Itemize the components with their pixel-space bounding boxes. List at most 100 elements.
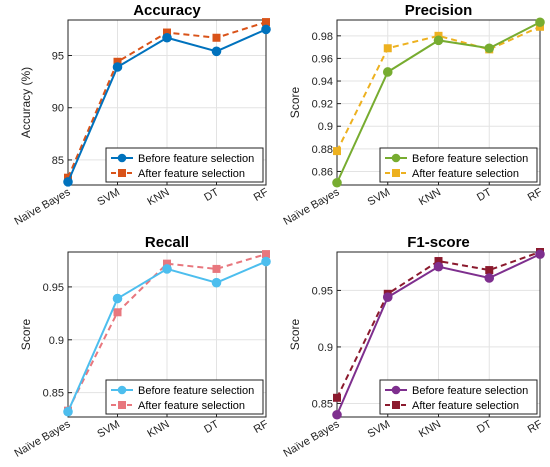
y-tick-label: 0.92 (312, 99, 333, 111)
data-point (163, 259, 171, 268)
y-tick-label: 0.9 (49, 335, 64, 347)
data-point (332, 177, 342, 188)
legend: Before feature selection After feature se… (105, 147, 264, 183)
y-tick-label: 0.86 (312, 166, 333, 178)
legend-swatch-marker (391, 153, 401, 163)
x-tick-label: DT (475, 418, 494, 436)
legend: Before feature selection After feature se… (379, 379, 538, 415)
legend-swatch-marker (118, 169, 126, 177)
data-point (484, 43, 495, 54)
x-tick-label: KNN (145, 186, 171, 208)
y-axis-label: Score (288, 319, 302, 351)
data-point (383, 44, 392, 53)
y-tick-label: 0.96 (312, 53, 333, 65)
y-tick-label: 0.9 (318, 342, 333, 354)
legend-swatch-marker (117, 153, 127, 163)
data-point (112, 293, 123, 304)
x-tick-label: SVM (95, 418, 122, 440)
data-point (333, 147, 341, 156)
y-tick-label: 95 (52, 51, 64, 63)
y-tick-label: 0.95 (312, 285, 333, 297)
x-tick-label: RF (252, 186, 271, 204)
data-point (211, 277, 222, 288)
data-point (535, 249, 545, 260)
chart-panel-2: 0.86 0.88 0.9 0.92 0.94 0.96 0.98 Naïve Bayes SV… (281, 2, 545, 228)
x-tick-label: Naïve Bayes (12, 418, 72, 460)
legend-label: After feature selection (412, 168, 519, 180)
data-point (162, 32, 172, 43)
x-tick-label: Naïve Bayes (281, 186, 341, 228)
data-point (163, 28, 171, 37)
x-tick-label: DT (202, 418, 221, 436)
y-tick-label: 0.88 (312, 144, 333, 156)
data-point (433, 35, 444, 46)
legend: Before feature selection After feature se… (105, 379, 264, 415)
legend-swatch-marker (391, 385, 401, 395)
legend-label: Before feature selection (138, 385, 254, 397)
legend-box (379, 147, 538, 183)
chart-title: Recall (145, 234, 189, 251)
legend-label: Before feature selection (412, 385, 528, 397)
x-tick-label: Naïve Bayes (281, 418, 341, 460)
x-tick-label: SVM (366, 418, 393, 440)
legend-swatch-marker (392, 401, 400, 409)
y-tick-label: 0.9 (318, 121, 333, 133)
chart-title: Accuracy (133, 2, 201, 19)
legend-box (105, 147, 264, 183)
chart-panel-4: 0.85 0.9 0.95 Naïve Bayes SVM KNN DT RF F1-score… (281, 234, 545, 460)
y-axis-label: Accuracy (%) (19, 67, 33, 138)
x-tick-label: RF (252, 418, 271, 436)
legend-label: After feature selection (138, 168, 245, 180)
y-tick-label: 85 (52, 155, 64, 167)
chart-panel-3: 0.85 0.9 0.95 Naïve Bayes SVM KNN DT RF Recall Sc… (12, 234, 271, 460)
data-point (262, 18, 270, 27)
data-point (63, 406, 73, 417)
data-point (261, 24, 271, 35)
legend-label: Before feature selection (412, 153, 528, 165)
legend-label: Before feature selection (138, 153, 254, 165)
legend-label: After feature selection (412, 400, 519, 412)
legend: Before feature selection After feature se… (379, 147, 538, 183)
y-tick-label: 90 (52, 103, 64, 115)
data-point (113, 57, 122, 66)
legend-swatch-marker (117, 385, 127, 395)
x-tick-label: RF (526, 418, 545, 436)
data-point (333, 393, 341, 402)
data-point (63, 177, 73, 187)
data-point (485, 266, 494, 275)
chart-panel-1: 85 90 95 Naïve Bayes SVM KNN DT RF Accuracy Accur… (12, 2, 271, 228)
y-axis-label: Score (19, 319, 33, 351)
x-tick-label: DT (202, 186, 221, 204)
y-tick-label: 0.98 (312, 31, 333, 43)
chart-title: Precision (405, 2, 473, 19)
data-point (382, 292, 393, 303)
x-tick-label: KNN (417, 418, 443, 440)
x-tick-label: RF (526, 186, 545, 204)
y-tick-label: 0.94 (312, 76, 333, 88)
y-tick-label: 0.85 (43, 388, 64, 400)
legend-box (379, 379, 538, 415)
legend-label: After feature selection (138, 400, 245, 412)
data-point (112, 62, 123, 72)
y-tick-label: 0.85 (312, 398, 333, 410)
data-point (162, 264, 172, 274)
data-point (434, 257, 443, 266)
data-point (261, 256, 271, 267)
x-tick-label: KNN (145, 418, 171, 440)
data-point (212, 264, 221, 273)
legend-swatch-marker (118, 401, 126, 409)
x-tick-label: SVM (95, 186, 122, 208)
data-point (211, 46, 222, 57)
y-axis-label: Score (288, 87, 302, 119)
data-point (382, 67, 393, 77)
series-line (67, 253, 267, 412)
data-point (262, 250, 270, 259)
x-tick-label: KNN (417, 186, 443, 208)
data-point (212, 33, 221, 42)
data-point (484, 273, 495, 283)
data-point (433, 261, 444, 272)
legend-swatch-marker (392, 169, 400, 177)
series-line (336, 251, 541, 399)
data-point (113, 308, 122, 317)
